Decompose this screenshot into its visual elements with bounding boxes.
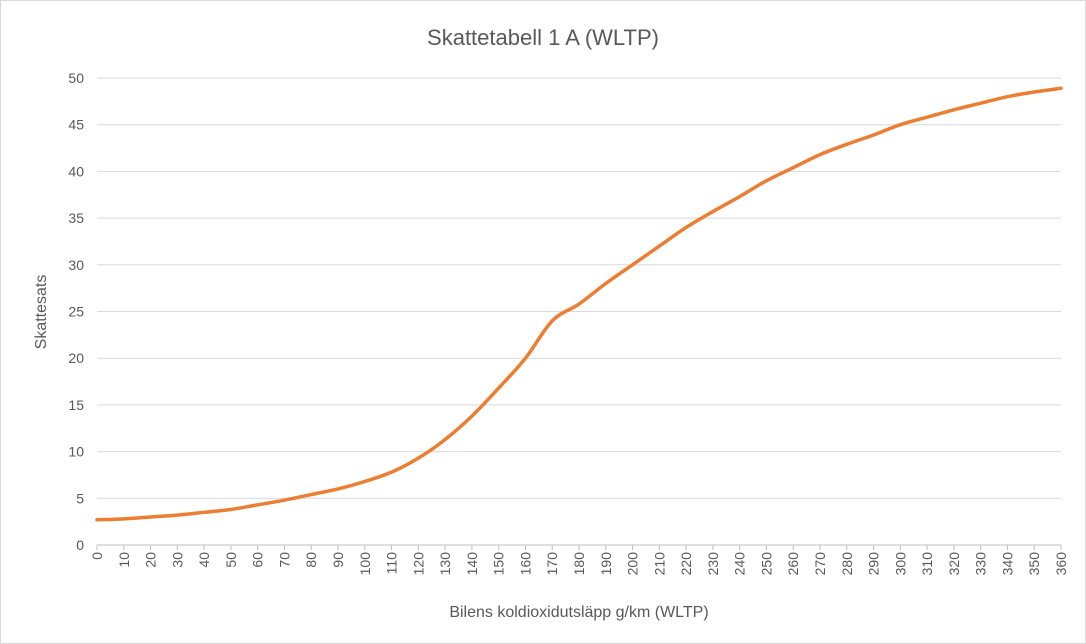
x-tick-label: 60 <box>250 552 266 568</box>
x-tick-label: 330 <box>973 552 989 576</box>
x-tick-label: 220 <box>678 552 694 576</box>
x-tick-label: 350 <box>1026 552 1042 576</box>
x-tick-label: 290 <box>866 552 882 576</box>
x-tick-label: 160 <box>517 552 533 576</box>
x-tick-label: 180 <box>571 552 587 576</box>
y-axis-label: Skattesats <box>33 275 50 350</box>
x-axis-label: Bilens koldioxidutsläpp g/km (WLTP) <box>449 604 708 621</box>
x-tick-label: 270 <box>812 552 828 576</box>
x-tick-label: 280 <box>839 552 855 576</box>
x-tick-label: 80 <box>303 552 319 568</box>
x-tick-label: 360 <box>1053 552 1069 576</box>
y-tick-label: 35 <box>68 210 84 226</box>
x-tick-label: 190 <box>598 552 614 576</box>
y-tick-label: 40 <box>68 163 84 179</box>
x-tick-label: 210 <box>651 552 667 576</box>
x-tick-label: 50 <box>223 552 239 568</box>
x-tick-label: 20 <box>143 552 159 568</box>
x-tick-label: 340 <box>999 552 1015 576</box>
x-tick-label: 130 <box>437 552 453 576</box>
y-tick-label: 30 <box>68 257 84 273</box>
x-tick-label: 230 <box>705 552 721 576</box>
y-tick-label: 25 <box>68 304 84 320</box>
y-tick-label: 45 <box>68 117 84 133</box>
x-tick-label: 250 <box>758 552 774 576</box>
x-tick-label: 120 <box>410 552 426 576</box>
x-tick-label: 40 <box>196 552 212 568</box>
y-tick-label: 15 <box>68 397 84 413</box>
x-tick-label: 320 <box>946 552 962 576</box>
x-tick-label: 240 <box>732 552 748 576</box>
y-tick-label: 20 <box>68 350 84 366</box>
x-tick-label: 140 <box>464 552 480 576</box>
x-tick-label: 100 <box>357 552 373 576</box>
x-tick-label: 170 <box>544 552 560 576</box>
x-tick-label: 260 <box>785 552 801 576</box>
x-tick-label: 200 <box>625 552 641 576</box>
y-tick-label: 10 <box>68 444 84 460</box>
x-tick-label: 110 <box>384 552 400 575</box>
y-tick-label: 50 <box>68 70 84 86</box>
x-tick-label: 0 <box>89 552 105 560</box>
x-tick-label: 310 <box>919 552 935 576</box>
x-tick-label: 150 <box>491 552 507 576</box>
x-tick-label: 300 <box>892 552 908 576</box>
y-tick-label: 0 <box>76 537 84 553</box>
x-tick-label: 30 <box>169 552 185 568</box>
x-tick-label: 10 <box>116 552 132 568</box>
x-tick-label: 70 <box>276 552 292 568</box>
y-tick-label: 5 <box>76 490 84 506</box>
chart-title: Skattetabell 1 A (WLTP) <box>427 25 659 50</box>
x-tick-label: 90 <box>330 552 346 568</box>
